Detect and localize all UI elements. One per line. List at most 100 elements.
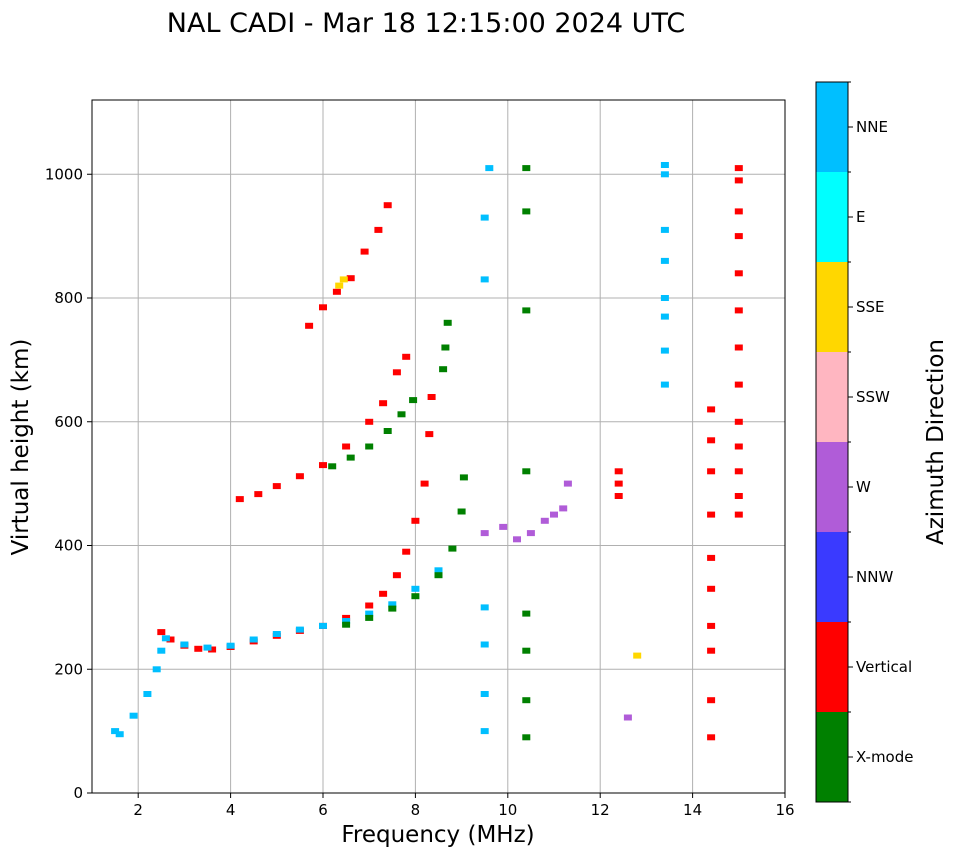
data-point: [208, 646, 217, 653]
colorbar-segment: [816, 622, 848, 712]
data-point: [339, 276, 348, 283]
data-point: [365, 614, 374, 621]
series-f-layer-x-mode-trace: [342, 474, 468, 628]
data-point: [660, 381, 669, 388]
data-point: [707, 734, 716, 741]
data-point: [383, 202, 392, 209]
data-point: [161, 635, 170, 642]
data-point: [434, 567, 443, 574]
data-point: [346, 275, 355, 282]
data-point: [319, 462, 327, 469]
data-point: [480, 641, 489, 648]
data-point: [365, 418, 374, 425]
data-point: [226, 642, 235, 649]
colorbar-segment: [816, 82, 848, 172]
series-third-hop-sse: [335, 276, 348, 289]
data-point: [522, 610, 531, 617]
colorbar-tick-label: NNE: [856, 118, 888, 136]
colorbar-tick-label: SSW: [856, 388, 890, 406]
data-point: [614, 468, 623, 475]
data-point: [111, 728, 120, 735]
data-point: [513, 536, 521, 543]
series-spread-f-near-10-11-mhz: [480, 480, 572, 543]
x-tick-label: 6: [318, 801, 328, 819]
data-point: [379, 400, 388, 407]
data-point: [411, 585, 420, 592]
data-point: [707, 585, 716, 592]
data-point: [388, 605, 397, 612]
data-point: [522, 307, 531, 314]
colorbar-label: Azimuth Direction: [923, 339, 949, 545]
data-point: [411, 593, 420, 600]
x-tick-label: 14: [683, 801, 702, 819]
y-tick-label: 800: [54, 289, 83, 307]
data-point: [660, 226, 669, 233]
data-point: [402, 548, 411, 555]
series-third-hop-trace: [305, 202, 392, 329]
data-point: [660, 257, 669, 264]
data-point: [272, 631, 281, 637]
chart-title: NAL CADI - Mar 18 12:15:00 2024 UTC: [167, 8, 685, 39]
data-point: [365, 443, 374, 450]
data-point: [480, 214, 489, 221]
plot-frame: [91, 99, 786, 794]
data-point: [550, 511, 558, 518]
x-tick-label: 4: [226, 801, 236, 819]
data-point: [388, 601, 397, 608]
data-point: [166, 636, 175, 643]
x-tick-label: 8: [411, 801, 421, 819]
data-point: [332, 288, 341, 295]
data-point: [480, 530, 489, 537]
data-point: [707, 647, 716, 654]
data-point: [443, 319, 452, 326]
colorbar-frame: [815, 81, 849, 803]
colorbar-segment: [816, 442, 848, 532]
data-point: [707, 437, 716, 444]
data-point: [157, 629, 166, 636]
data-point: [434, 572, 443, 579]
data-point: [295, 626, 304, 633]
data-point: [235, 496, 244, 503]
colorbar-segment: [816, 262, 848, 352]
data-point: [623, 714, 632, 721]
y-tick-label: 0: [73, 784, 83, 802]
data-point: [734, 233, 743, 240]
data-point: [480, 604, 489, 611]
x-tick-label: 16: [775, 801, 794, 819]
series-second-hop-x-mode-trace: [328, 397, 418, 470]
data-point: [480, 691, 489, 697]
data-point: [459, 474, 468, 481]
y-axis-ticks: 0 200 400 600 800 1000: [45, 165, 92, 802]
data-point: [457, 508, 466, 515]
data-point: [734, 381, 743, 388]
colorbar: X-mode Vertical NNW W SSW SSE E NNE: [815, 81, 913, 803]
x-axis-ticks: 2 4 6 8 10 12 14 16: [133, 793, 795, 819]
colorbar-segment: [816, 172, 848, 262]
data-point: [392, 572, 401, 579]
data-point: [346, 454, 355, 461]
data-point: [734, 270, 743, 277]
data-point: [427, 394, 436, 400]
data-point: [522, 647, 531, 654]
colorbar-tick-label: SSE: [856, 298, 885, 316]
data-point: [563, 480, 572, 487]
data-point: [522, 468, 531, 475]
data-point: [420, 480, 429, 487]
y-tick-label: 1000: [45, 165, 83, 183]
data-point: [374, 226, 383, 233]
series-noise-12-6-mhz: [623, 714, 632, 721]
y-tick-label: 400: [54, 537, 83, 555]
data-point: [480, 276, 489, 283]
colorbar-tick-label: W: [856, 478, 871, 496]
data-point: [425, 431, 434, 438]
data-point: [734, 511, 743, 518]
data-point: [272, 483, 281, 490]
data-point: [734, 418, 743, 425]
data-point: [360, 248, 369, 255]
data-point: [614, 493, 623, 499]
data-point: [559, 505, 568, 512]
data-point: [734, 344, 743, 351]
data-point: [734, 468, 743, 475]
colorbar-segment: [816, 532, 848, 622]
grid-lines: [92, 100, 785, 793]
